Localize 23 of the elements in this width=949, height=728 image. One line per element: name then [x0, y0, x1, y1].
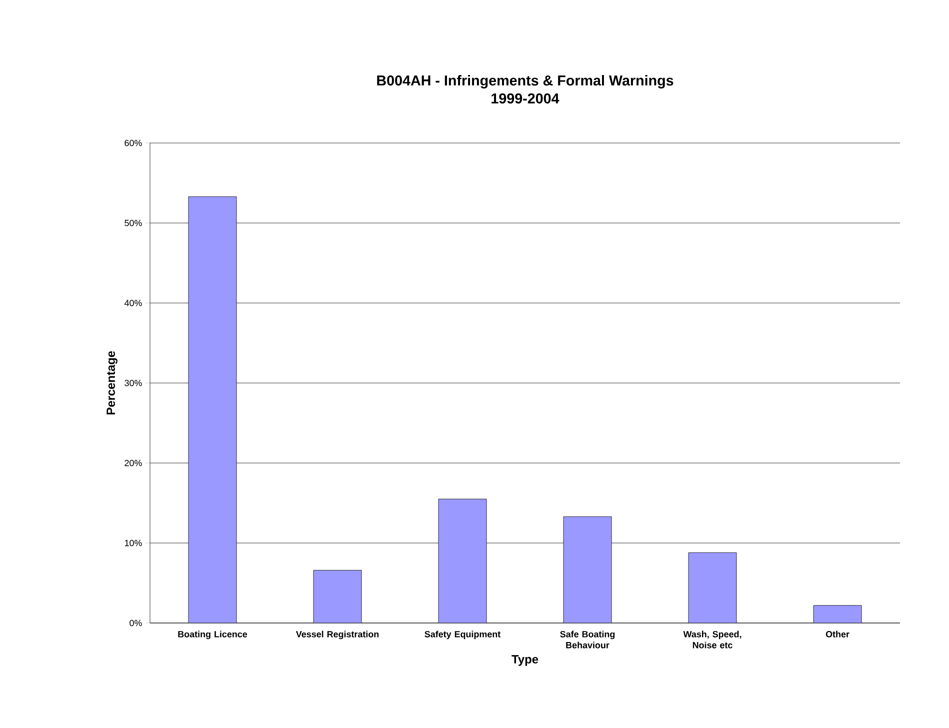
- y-tick-label: 20%: [124, 460, 142, 466]
- y-tick-label: 50%: [124, 220, 142, 226]
- y-axis-title: Percentage: [106, 351, 118, 414]
- x-tick-label: Wash, Speed, Noise etc: [683, 630, 742, 648]
- x-tick-label: Vessel Registration: [296, 630, 379, 640]
- chart-title: B004AH - Infringements & Formal Warnings: [377, 75, 674, 88]
- bar: [813, 605, 862, 623]
- bar: [688, 552, 737, 623]
- bar: [188, 196, 237, 623]
- bar: [438, 498, 487, 623]
- y-tick-label: 10%: [124, 540, 142, 546]
- x-tick-label: Safe Boating Behaviour: [560, 630, 615, 648]
- y-tick-label: 40%: [124, 300, 142, 306]
- x-tick-label: Safety Equipment: [424, 630, 501, 640]
- bar: [313, 570, 362, 623]
- x-axis-title: Type: [512, 655, 538, 666]
- x-tick-label: Other: [826, 630, 850, 638]
- chart-subtitle: 1999-2004: [492, 93, 560, 104]
- y-tick-label: 0%: [130, 620, 142, 626]
- y-tick-label: 60%: [124, 140, 142, 146]
- y-tick-label: 30%: [124, 380, 142, 386]
- bar: [563, 516, 612, 623]
- x-tick-label: Boating Licence: [178, 630, 248, 640]
